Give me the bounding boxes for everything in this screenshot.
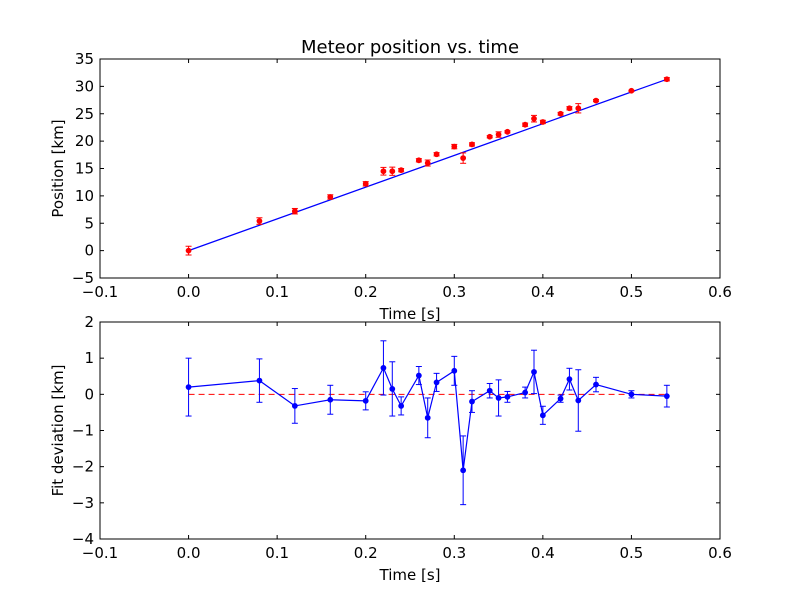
y-tick-label: 20 (75, 132, 94, 150)
deviation-data-layer (185, 340, 670, 506)
data-point (593, 97, 599, 104)
x-tick-label: 0.3 (442, 544, 466, 562)
data-point (398, 403, 405, 409)
data-point (424, 414, 431, 421)
data-point (628, 391, 635, 398)
y-tick-label: 35 (75, 50, 94, 68)
data-point (575, 397, 582, 404)
data-point (566, 376, 573, 383)
data-point (433, 151, 440, 158)
data-point (398, 167, 405, 174)
data-point (531, 369, 537, 375)
position-subplot: Meteor position vs. time −0.1 0.0 0.1 0.2 0.… (49, 37, 732, 323)
y-axis-label: Position [km] (49, 119, 67, 217)
data-point (185, 384, 192, 391)
y-tick-label: 1 (84, 349, 94, 367)
y-tick-label: 5 (84, 214, 94, 232)
data-point (460, 467, 467, 474)
data-point (389, 168, 396, 175)
data-point (557, 110, 564, 117)
data-point (256, 377, 263, 384)
data-point (539, 412, 546, 419)
x-tick-label: 0.2 (354, 544, 378, 562)
data-point (469, 398, 475, 405)
data-point (451, 143, 458, 150)
deviation-series-line (188, 366, 667, 471)
data-point (460, 155, 467, 161)
x-tick-label: 0.5 (619, 283, 643, 301)
data-point (380, 168, 387, 175)
data-point (389, 386, 396, 392)
data-point (424, 160, 431, 166)
data-point (575, 105, 582, 112)
data-point (566, 105, 573, 112)
data-point (522, 389, 529, 396)
data-point (539, 119, 546, 125)
data-point (433, 379, 440, 386)
data-point (327, 194, 334, 200)
data-point (663, 393, 670, 400)
x-tick-label: 0.1 (265, 283, 289, 301)
data-point (593, 381, 599, 388)
y-tick-label: −5 (72, 269, 94, 287)
y-tick-label: 10 (75, 187, 94, 205)
data-point (380, 365, 387, 371)
x-tick-label: −0.1 (82, 283, 118, 301)
y-tick-label: 30 (75, 77, 94, 95)
x-tick-label: 0.0 (177, 283, 201, 301)
x-tick-label: 0.2 (354, 283, 378, 301)
y-axis-label: Fit deviation [km] (49, 365, 67, 497)
data-point (415, 157, 422, 164)
x-tick-label: 0.4 (531, 283, 555, 301)
y-tick-label: 15 (75, 160, 94, 178)
data-point (256, 218, 263, 224)
y-tick-label: 25 (75, 105, 94, 123)
data-point (362, 180, 369, 187)
data-point (495, 131, 502, 138)
data-point (663, 76, 670, 83)
data-point (495, 395, 502, 401)
data-point (504, 393, 511, 400)
x-axis-label: Time [s] (379, 566, 441, 584)
y-tick-label: 2 (84, 313, 94, 331)
data-point (451, 367, 458, 374)
data-point (185, 247, 192, 254)
position-ticks: −0.1 0.0 0.1 0.2 0.3 0.4 0.5 0.6 −5 0 5 10 15 20 25 30 3… (72, 50, 732, 301)
y-tick-label: −1 (72, 422, 94, 440)
data-point (291, 208, 298, 215)
deviation-ticks: −0.1 0.0 0.1 0.2 0.3 0.4 0.5 0.6 −4 −3 −2 −1 0 1 2 (72, 313, 732, 562)
y-tick-label: −3 (72, 494, 94, 512)
data-point (628, 87, 635, 94)
x-tick-label: 0.6 (708, 544, 732, 562)
deviation-subplot: −0.1 0.0 0.1 0.2 0.3 0.4 0.5 0.6 −4 −3 −2 −1 0 1 2 Tim… (49, 313, 732, 584)
data-point (557, 395, 564, 402)
data-point (291, 403, 298, 409)
data-point (486, 133, 493, 140)
x-tick-label: 0.5 (619, 544, 643, 562)
x-tick-label: −0.1 (82, 544, 118, 562)
x-tick-label: 0.3 (442, 283, 466, 301)
x-tick-label: 0.1 (265, 544, 289, 562)
data-point (362, 397, 369, 404)
y-tick-label: −2 (72, 458, 94, 476)
data-point (522, 121, 529, 128)
chart-title: Meteor position vs. time (301, 37, 519, 58)
y-tick-label: 0 (84, 385, 94, 403)
x-tick-label: 0.0 (177, 544, 201, 562)
data-point (486, 387, 493, 394)
position-data-layer (185, 76, 670, 256)
x-axis-label: Time [s] (379, 305, 441, 323)
data-point (504, 128, 511, 135)
y-tick-label: −4 (72, 530, 94, 548)
y-tick-label: 0 (84, 242, 94, 260)
data-point (531, 115, 537, 122)
data-point (415, 372, 422, 379)
x-tick-label: 0.6 (708, 283, 732, 301)
data-point (469, 141, 475, 148)
x-tick-label: 0.4 (531, 544, 555, 562)
data-point (327, 396, 334, 403)
